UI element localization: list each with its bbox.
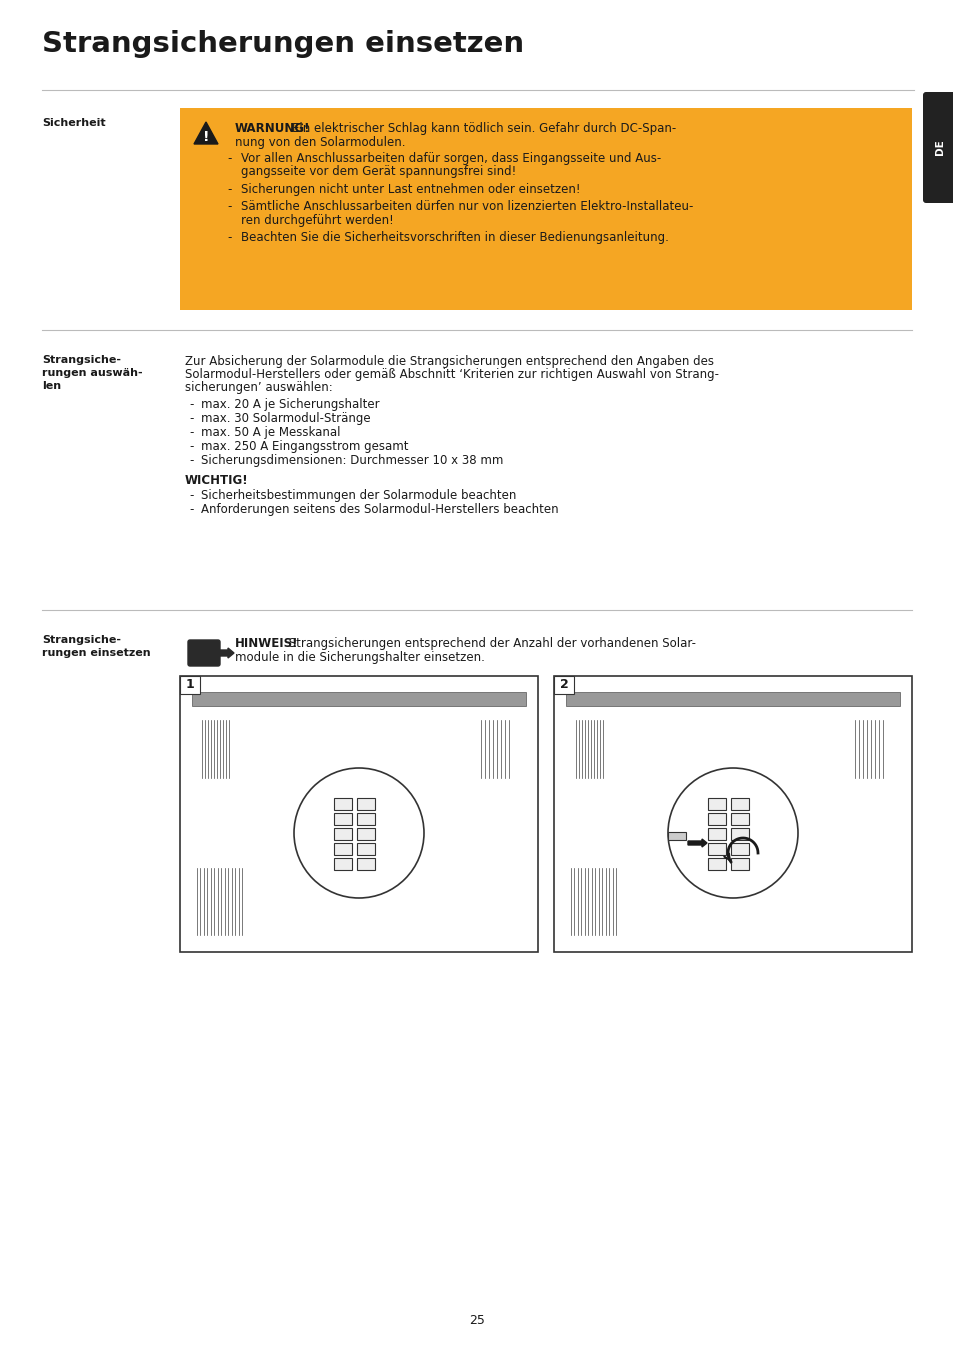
- Bar: [356, 842, 375, 855]
- FancyArrow shape: [218, 648, 233, 657]
- Text: -: -: [189, 489, 193, 502]
- Text: rungen einsetzen: rungen einsetzen: [42, 648, 151, 657]
- Text: rungen auswäh-: rungen auswäh-: [42, 369, 143, 378]
- Text: Solarmodul-Herstellers oder gemäß Abschnitt ‘Kriterien zur richtigen Auswahl von: Solarmodul-Herstellers oder gemäß Abschn…: [185, 369, 719, 381]
- Text: -: -: [227, 201, 232, 213]
- FancyArrow shape: [687, 838, 706, 846]
- Bar: [707, 859, 725, 869]
- Text: -: -: [189, 427, 193, 439]
- Bar: [356, 798, 375, 810]
- Text: HINWEIS!: HINWEIS!: [234, 637, 298, 649]
- FancyBboxPatch shape: [188, 640, 220, 666]
- Text: Sämtliche Anschlussarbeiten dürfen nur von lizenzierten Elektro-Installateu-: Sämtliche Anschlussarbeiten dürfen nur v…: [241, 201, 693, 213]
- Bar: [667, 832, 685, 840]
- Text: -: -: [189, 398, 193, 410]
- Text: Beachten Sie die Sicherheitsvorschriften in dieser Bedienungsanleitung.: Beachten Sie die Sicherheitsvorschriften…: [241, 231, 668, 244]
- Polygon shape: [193, 122, 218, 144]
- Bar: [180, 676, 537, 952]
- Text: ren durchgeführt werden!: ren durchgeführt werden!: [241, 215, 394, 227]
- Text: -: -: [189, 440, 193, 454]
- Text: Ein elektrischer Schlag kann tödlich sein. Gefahr durch DC-Span-: Ein elektrischer Schlag kann tödlich sei…: [292, 122, 676, 135]
- Bar: [356, 859, 375, 869]
- Text: Strangsicherungen entsprechend der Anzahl der vorhandenen Solar-: Strangsicherungen entsprechend der Anzah…: [285, 637, 696, 649]
- Bar: [730, 859, 748, 869]
- Circle shape: [294, 768, 423, 898]
- Text: Zur Absicherung der Solarmodule die Strangsicherungen entsprechend den Angaben d: Zur Absicherung der Solarmodule die Stra…: [185, 355, 713, 369]
- Text: nung von den Solarmodulen.: nung von den Solarmodulen.: [234, 136, 405, 148]
- Text: !: !: [203, 130, 209, 144]
- Bar: [730, 828, 748, 840]
- Bar: [334, 828, 352, 840]
- Circle shape: [667, 768, 797, 898]
- Bar: [707, 828, 725, 840]
- Bar: [554, 676, 574, 694]
- Text: Strangsiche-: Strangsiche-: [42, 634, 121, 645]
- Bar: [334, 813, 352, 825]
- Text: Sicherungsdimensionen: Durchmesser 10 x 38 mm: Sicherungsdimensionen: Durchmesser 10 x …: [201, 454, 503, 467]
- Text: 2: 2: [559, 679, 568, 691]
- Text: sicherungen’ auswählen:: sicherungen’ auswählen:: [185, 381, 333, 394]
- Text: -: -: [227, 184, 232, 196]
- Bar: [356, 813, 375, 825]
- Bar: [334, 859, 352, 869]
- Bar: [707, 798, 725, 810]
- Bar: [730, 813, 748, 825]
- Text: Sicherheitsbestimmungen der Solarmodule beachten: Sicherheitsbestimmungen der Solarmodule …: [201, 489, 516, 502]
- Bar: [707, 813, 725, 825]
- Bar: [192, 693, 525, 706]
- Text: DE: DE: [934, 139, 944, 155]
- Bar: [730, 798, 748, 810]
- Text: max. 250 A Eingangsstrom gesamt: max. 250 A Eingangsstrom gesamt: [201, 440, 408, 454]
- Bar: [707, 842, 725, 855]
- Text: WICHTIG!: WICHTIG!: [185, 474, 249, 487]
- FancyBboxPatch shape: [923, 92, 953, 202]
- Text: max. 50 A je Messkanal: max. 50 A je Messkanal: [201, 427, 340, 439]
- Bar: [554, 676, 911, 952]
- Text: -: -: [189, 454, 193, 467]
- Text: Vor allen Anschlussarbeiten dafür sorgen, dass Eingangsseite und Aus-: Vor allen Anschlussarbeiten dafür sorgen…: [241, 153, 660, 165]
- Text: -: -: [227, 153, 232, 165]
- Text: gangsseite vor dem Gerät spannungsfrei sind!: gangsseite vor dem Gerät spannungsfrei s…: [241, 166, 516, 178]
- Text: Anforderungen seitens des Solarmodul-Herstellers beachten: Anforderungen seitens des Solarmodul-Her…: [201, 504, 558, 516]
- Text: Sicherheit: Sicherheit: [42, 117, 106, 128]
- Text: Strangsiche-: Strangsiche-: [42, 355, 121, 364]
- Text: max. 20 A je Sicherungshalter: max. 20 A je Sicherungshalter: [201, 398, 379, 410]
- Text: 1: 1: [186, 679, 194, 691]
- Text: -: -: [189, 504, 193, 516]
- Bar: [180, 676, 200, 694]
- Text: Strangsicherungen einsetzen: Strangsicherungen einsetzen: [42, 30, 523, 58]
- Bar: [334, 798, 352, 810]
- Bar: [356, 828, 375, 840]
- Text: -: -: [227, 231, 232, 244]
- Text: 25: 25: [469, 1314, 484, 1327]
- Text: module in die Sicherungshalter einsetzen.: module in die Sicherungshalter einsetzen…: [234, 651, 484, 664]
- Text: max. 30 Solarmodul-Stränge: max. 30 Solarmodul-Stränge: [201, 412, 370, 425]
- Bar: [730, 842, 748, 855]
- Text: -: -: [189, 412, 193, 425]
- Bar: [565, 693, 899, 706]
- Bar: [334, 842, 352, 855]
- Text: Sicherungen nicht unter Last entnehmen oder einsetzen!: Sicherungen nicht unter Last entnehmen o…: [241, 184, 579, 196]
- Bar: [180, 108, 911, 310]
- Text: WARNUNG!: WARNUNG!: [234, 122, 310, 135]
- Text: len: len: [42, 381, 61, 392]
